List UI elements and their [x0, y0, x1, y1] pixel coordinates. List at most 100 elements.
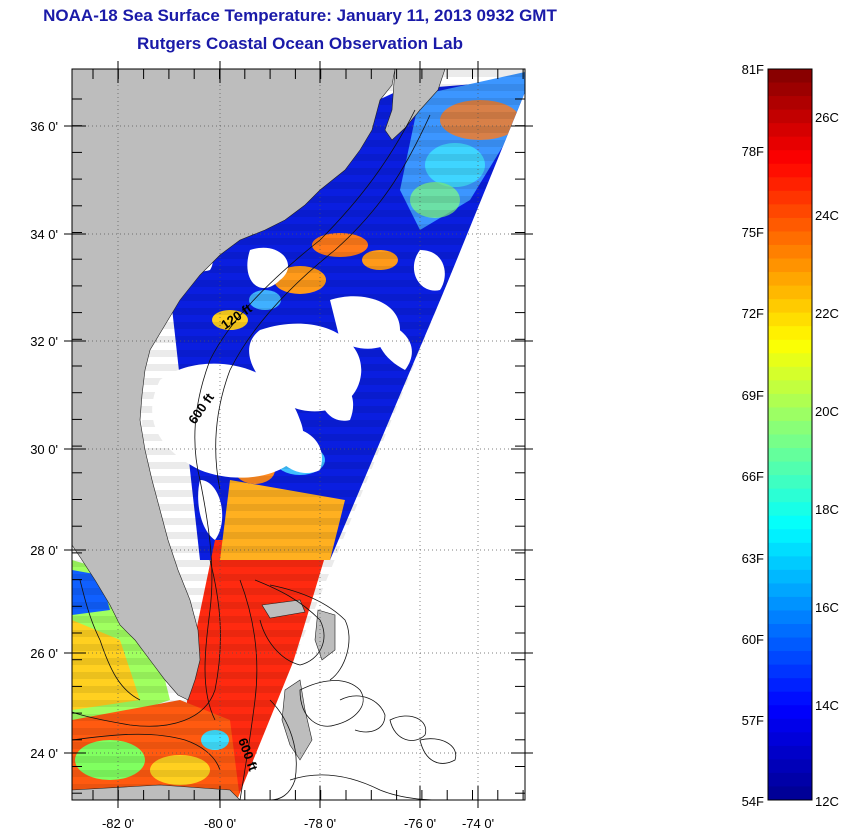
lon-label: -74 0' — [462, 816, 494, 831]
land-abaco — [314, 609, 336, 661]
colorbar-band — [768, 96, 812, 111]
colorbar-band — [768, 407, 812, 422]
colorbar-band — [768, 109, 812, 124]
colorbar-f-label: 69F — [742, 388, 764, 403]
lat-label: 30 0' — [30, 442, 58, 457]
colorbar-band — [768, 678, 812, 693]
lon-label: -78 0' — [304, 816, 336, 831]
colorbar-f-label: 78F — [742, 144, 764, 159]
colorbar-band — [768, 150, 812, 165]
colorbar-band — [768, 488, 812, 503]
colorbar-band — [768, 190, 812, 205]
colorbar-f-label: 63F — [742, 551, 764, 566]
colorbar-band — [768, 732, 812, 747]
colorbar-band — [768, 123, 812, 138]
colorbar-band — [768, 772, 812, 787]
lon-label: -76 0' — [404, 816, 436, 831]
colorbar-band — [768, 624, 812, 639]
colorbar-band — [768, 258, 812, 273]
map-subtitle: Rutgers Coastal Ocean Observation Lab — [137, 34, 463, 53]
colorbar-band — [768, 366, 812, 381]
colorbar-f-labels: 81F 78F 75F 72F 69F 66F 63F 60F 57F 54F — [742, 62, 764, 809]
colorbar-band — [768, 285, 812, 300]
colorbar-c-label: 14C — [815, 698, 839, 713]
colorbar-band — [768, 569, 812, 584]
colorbar-band — [768, 434, 812, 449]
colorbar-f-label: 81F — [742, 62, 764, 77]
colorbar-band — [768, 380, 812, 395]
colorbar-band — [768, 529, 812, 544]
colorbar-band — [768, 177, 812, 192]
lon-label: -80 0' — [204, 816, 236, 831]
colorbar-c-label: 12C — [815, 794, 839, 809]
colorbar-f-label: 57F — [742, 713, 764, 728]
colorbar-band — [768, 204, 812, 219]
colorbar-band — [768, 420, 812, 435]
bathymetry-contours — [72, 109, 457, 800]
colorbar-band — [768, 786, 812, 801]
colorbar-band — [768, 718, 812, 733]
land-andros — [281, 679, 313, 761]
colorbar-c-label: 20C — [815, 404, 839, 419]
land-mainland — [72, 69, 396, 701]
colorbar-band — [768, 393, 812, 408]
colorbar-band — [768, 745, 812, 760]
colorbar-band — [768, 353, 812, 368]
colorbar-f-label: 54F — [742, 794, 764, 809]
lon-label: -82 0' — [102, 816, 134, 831]
colorbar-band — [768, 231, 812, 246]
colorbar-band — [768, 244, 812, 260]
colorbar-band — [768, 312, 812, 327]
colorbar-band — [768, 461, 812, 476]
colorbar-band — [768, 637, 812, 652]
map-border — [71, 68, 526, 801]
land-cuba — [72, 784, 241, 800]
colorbar-band — [768, 272, 812, 287]
colorbar-f-label: 66F — [742, 469, 764, 484]
colorbar-band — [768, 651, 812, 666]
land-outer-banks — [384, 69, 446, 141]
axis-ticks — [64, 61, 533, 808]
colorbar-band — [768, 339, 812, 354]
colorbar-c-labels: 26C 24C 22C 20C 18C 16C 14C 12C — [815, 110, 839, 809]
colorbar-band — [768, 163, 812, 178]
lat-labels: 36 0' 34 0' 32 0' 30 0' 28 0' 26 0' 24 0… — [30, 119, 58, 761]
lat-label: 26 0' — [30, 646, 58, 661]
colorbar-bands — [768, 69, 812, 801]
map-title: NOAA-18 Sea Surface Temperature: January… — [43, 6, 557, 25]
colorbar-band — [768, 583, 812, 598]
colorbar-band — [768, 705, 812, 720]
colorbar-c-label: 24C — [815, 208, 839, 223]
lat-label: 36 0' — [30, 119, 58, 134]
colorbar-band — [768, 69, 812, 84]
colorbar-band — [768, 515, 812, 530]
colorbar-band — [768, 664, 812, 679]
colorbar-band — [768, 691, 812, 706]
colorbar-f-label: 75F — [742, 225, 764, 240]
colorbar-c-label: 18C — [815, 502, 839, 517]
colorbar-c-label: 22C — [815, 306, 839, 321]
colorbar-band — [768, 326, 812, 341]
colorbar-band — [768, 448, 812, 463]
colorbar-band — [768, 217, 812, 232]
colorbar-band — [768, 502, 812, 517]
colorbar-band — [768, 556, 812, 571]
colorbar-band — [768, 82, 812, 97]
lat-label: 34 0' — [30, 227, 58, 242]
colorbar-band — [768, 475, 812, 490]
lat-label: 28 0' — [30, 543, 58, 558]
colorbar-band — [768, 136, 812, 151]
land-grand-bahama — [261, 599, 306, 619]
colorbar-band — [768, 610, 812, 625]
colorbar-f-label: 60F — [742, 632, 764, 647]
colorbar-band — [768, 542, 812, 557]
colorbar-band — [768, 596, 812, 611]
lat-label: 32 0' — [30, 334, 58, 349]
colorbar-band — [768, 299, 812, 314]
colorbar-band — [768, 759, 812, 774]
colorbar-c-label: 26C — [815, 110, 839, 125]
colorbar-border — [767, 68, 813, 801]
colorbar-c-label: 16C — [815, 600, 839, 615]
lon-labels: -82 0' -80 0' -78 0' -76 0' -74 0' — [102, 816, 494, 831]
